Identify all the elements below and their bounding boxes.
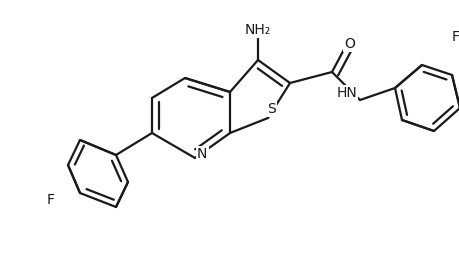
Text: N: N xyxy=(197,147,207,161)
Text: F: F xyxy=(452,30,459,44)
Text: HN: HN xyxy=(336,86,357,100)
Text: S: S xyxy=(267,102,275,116)
Text: NH₂: NH₂ xyxy=(245,23,271,37)
Text: O: O xyxy=(345,37,355,51)
Text: F: F xyxy=(47,193,55,207)
